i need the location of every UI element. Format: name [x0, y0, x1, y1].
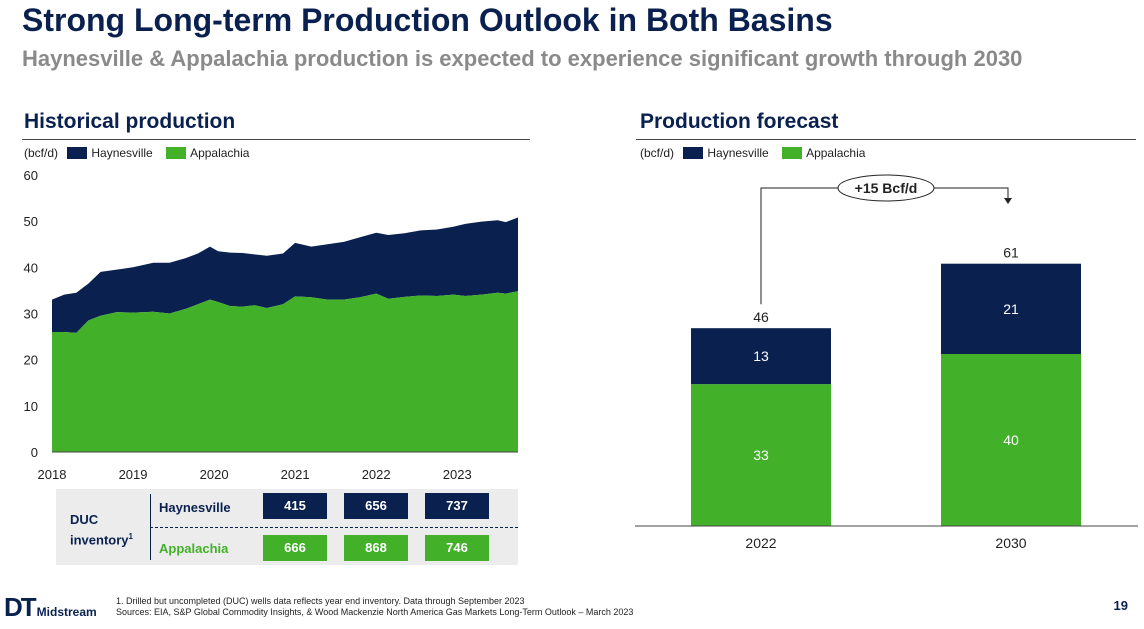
bar-label-appalachia-2022: 33 [753, 447, 769, 463]
page-number: 19 [1113, 598, 1128, 613]
forecast-legend: (bcf/d) Haynesville Appalachia [640, 145, 865, 160]
duc-inventory-label: DUC inventory1 [70, 511, 133, 548]
area-series-appalachia [52, 291, 518, 452]
y-tick-label-30: 30 [24, 307, 38, 322]
x-tick-label-2023: 2023 [443, 467, 472, 482]
logo-text: Midstream [36, 605, 97, 619]
duc-divider-dashed [150, 527, 518, 528]
forecast-legend-label-haynesville: Haynesville [707, 145, 769, 160]
duc-row-label-haynesville: Haynesville [159, 500, 231, 515]
x-tick-label-2019: 2019 [119, 467, 148, 482]
forecast-heading-rule [636, 139, 1136, 140]
growth-annotation-text: +15 Bcf/d [855, 180, 918, 196]
duc-label-text: inventory [70, 532, 129, 548]
footnote-duc: 1. Drilled but uncompleted (DUC) wells d… [116, 596, 525, 606]
y-tick-label-0: 0 [31, 445, 38, 460]
footnote-sources: Sources: EIA, S&P Global Commodity Insig… [116, 607, 634, 617]
production-forecast-heading: Production forecast [640, 110, 839, 133]
forecast-legend-swatch-haynesville [683, 146, 704, 159]
page-subtitle: Haynesville & Appalachia production is e… [22, 46, 1023, 71]
area-series-haynesville [52, 217, 518, 333]
bar-appalachia-2022 [691, 384, 831, 526]
bar-total-2030: 61 [1003, 245, 1019, 261]
bar-haynesville-2022 [691, 328, 831, 385]
bar-label-haynesville-2022: 13 [753, 348, 769, 364]
production-forecast-chart: 33 13 46 2022 40 21 61 2030 +15 Bcf/d [635, 174, 1138, 551]
x-tick-label-2018: 2018 [38, 467, 67, 482]
historical-production-heading: Historical production [24, 110, 236, 133]
page-title: Strong Long-term Production Outlook in B… [22, 2, 833, 38]
x-tick-label-2030: 2030 [995, 535, 1026, 551]
x-tick-label-2022: 2022 [362, 467, 391, 482]
legend-swatch-appalachia [166, 146, 187, 159]
duc-label-line2: inventory1 [70, 528, 133, 548]
historical-production-chart: 0 10 20 30 40 50 60 2018 2019 2020 2021 2022 2023 [24, 168, 518, 482]
growth-arrowhead [1004, 198, 1012, 204]
legend-label-appalachia: Appalachia [190, 145, 250, 160]
bar-label-haynesville-2030: 21 [1003, 301, 1019, 317]
y-tick-label-40: 40 [24, 260, 38, 275]
duc-haynesville-2023: 737 [425, 493, 489, 519]
forecast-legend-swatch-appalachia [782, 146, 803, 159]
duc-haynesville-2022: 656 [344, 493, 408, 519]
duc-appalachia-2022: 868 [344, 535, 408, 561]
historical-legend: (bcf/d) Haynesville Appalachia [24, 145, 249, 160]
legend-label-haynesville: Haynesville [91, 145, 153, 160]
logo-mark: DT [4, 592, 37, 622]
x-tick-label-2020: 2020 [200, 467, 229, 482]
duc-appalachia-2023: 746 [425, 535, 489, 561]
forecast-unit-label: (bcf/d) [640, 145, 675, 160]
duc-haynesville-2021: 415 [263, 493, 327, 519]
historical-unit-label: (bcf/d) [24, 145, 59, 160]
x-tick-label-2022: 2022 [745, 535, 776, 551]
duc-appalachia-2021: 666 [263, 535, 327, 561]
x-tick-label-2021: 2021 [281, 467, 310, 482]
y-tick-label-20: 20 [24, 353, 38, 368]
bar-label-appalachia-2030: 40 [1003, 432, 1019, 448]
duc-inventory-table: DUC inventory1 Haynesville Appalachia 41… [56, 489, 518, 565]
y-tick-label-60: 60 [24, 168, 38, 183]
y-tick-label-50: 50 [24, 214, 38, 229]
dt-midstream-logo: DT Midstream [4, 592, 97, 623]
bar-appalachia-2030 [941, 354, 1081, 526]
bar-total-2022: 46 [753, 309, 769, 325]
historical-heading-rule [22, 139, 530, 140]
growth-annotation-bubble [837, 174, 935, 202]
forecast-legend-label-appalachia: Appalachia [806, 145, 866, 160]
legend-swatch-haynesville [67, 146, 88, 159]
duc-row-label-appalachia: Appalachia [159, 541, 229, 556]
duc-footnote-marker: 1 [128, 532, 133, 541]
bar-haynesville-2030 [941, 263, 1081, 354]
duc-label-line1: DUC [70, 512, 99, 527]
y-tick-label-10: 10 [24, 399, 38, 414]
